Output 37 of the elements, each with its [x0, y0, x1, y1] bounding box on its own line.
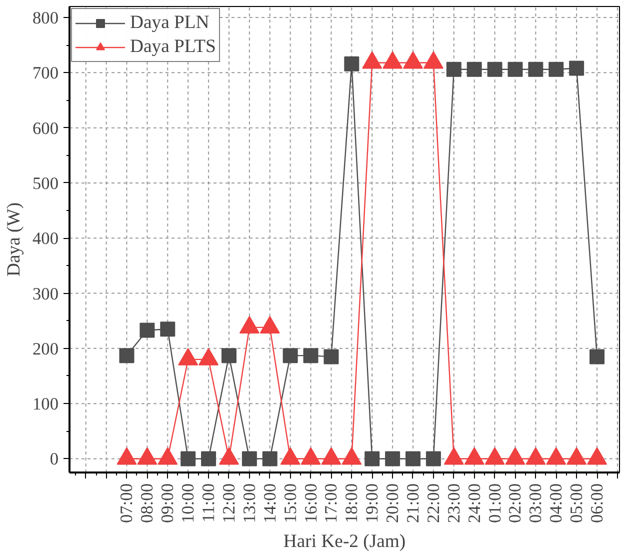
- y-tick-label: 700: [32, 64, 59, 83]
- y-tick-label: 0: [50, 450, 59, 469]
- x-tick-label: 07:00: [117, 483, 136, 523]
- y-tick-label: 800: [32, 8, 59, 28]
- x-tick-label: 03:00: [526, 483, 546, 523]
- y-tick-label: 100: [32, 394, 59, 414]
- x-tick-label: 15:00: [280, 483, 300, 523]
- x-tick-label: 17:00: [322, 483, 341, 523]
- x-axis-title: Hari Ke-2 (Jam): [283, 530, 406, 552]
- x-tick-label: 19:00: [362, 483, 382, 523]
- y-tick-label: 200: [32, 339, 59, 358]
- x-tick-label: 11:00: [199, 484, 218, 522]
- x-tick-label: 22:00: [424, 483, 443, 523]
- x-tick-label: 05:00: [567, 483, 586, 523]
- x-tick-label: 14:00: [260, 483, 280, 523]
- x-tick-label: 01:00: [485, 483, 504, 523]
- x-tick-label: 13:00: [240, 483, 259, 523]
- x-tick-label: 06:00: [588, 483, 607, 523]
- x-tick-label: 18:00: [342, 483, 362, 523]
- x-tick-label: 23:00: [444, 483, 464, 523]
- x-tick-label: 12:00: [219, 483, 238, 523]
- x-tick-label: 02:00: [506, 483, 525, 523]
- x-tick-label: 20:00: [383, 483, 402, 523]
- x-tick-label: 16:00: [301, 483, 320, 523]
- x-tick-label: 10:00: [178, 483, 198, 523]
- x-tick-label: 08:00: [138, 483, 157, 523]
- y-tick-label: 400: [32, 229, 59, 248]
- x-tick-label: 21:00: [403, 483, 422, 523]
- x-tick-label: 24:00: [464, 483, 484, 523]
- x-tick-label: 09:00: [158, 483, 178, 523]
- x-tick-label: 04:00: [546, 483, 566, 523]
- y-tick-label: 300: [32, 284, 59, 304]
- y-tick-label: 600: [32, 118, 59, 138]
- y-tick-label: 500: [32, 174, 59, 193]
- y-axis-title: Daya (W): [4, 202, 25, 277]
- legend-label: Daya PLN: [130, 12, 210, 34]
- legend-label: Daya PLTS: [130, 36, 216, 58]
